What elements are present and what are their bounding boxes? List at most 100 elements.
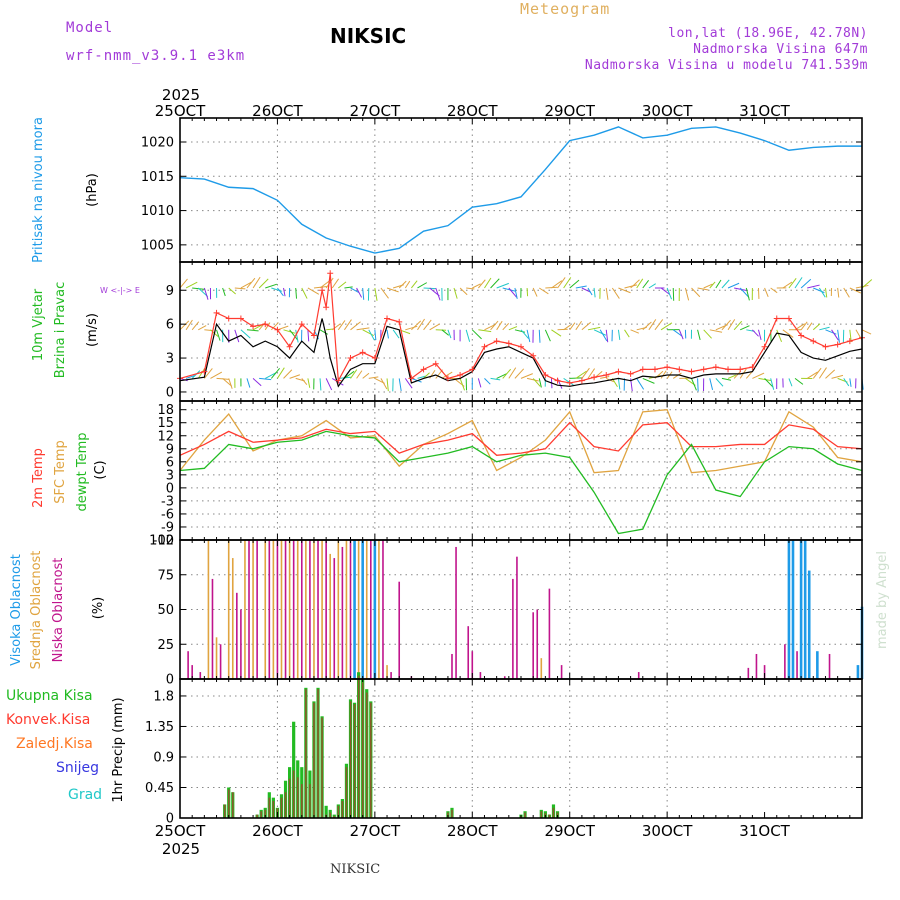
wind-arrow: [569, 279, 580, 289]
wind-axis-label-2: Brzina i Pravac: [53, 282, 68, 379]
cloud-bar-mid: [272, 540, 275, 679]
wind-arrow: [404, 280, 411, 289]
wind-arrow: [764, 287, 769, 298]
y-tick-label: 9: [166, 284, 174, 299]
wind-arrow: [727, 374, 736, 379]
watermark: made by Angel: [875, 551, 890, 649]
wind-arrow: [411, 320, 422, 331]
wind-arrow: [362, 372, 370, 379]
wind-arrow: [660, 370, 667, 379]
wind-gust-point: [761, 343, 768, 350]
wind-arrow: [672, 329, 683, 337]
wind-gust-point: [213, 309, 220, 316]
cloud-bar-high: [787, 540, 791, 679]
wind-arrow: [660, 287, 671, 295]
y-tick-label: -6: [161, 507, 174, 522]
wind-arrow: [636, 378, 645, 390]
y-tick-label: 0: [166, 673, 174, 688]
cloud-bar-low: [341, 546, 344, 679]
y-tick-label: 0.9: [153, 750, 174, 765]
y-tick-label: 6: [166, 318, 174, 333]
wind-arrow: [733, 370, 742, 379]
precip-conv-bar: [300, 784, 303, 818]
wind-arrow: [739, 287, 750, 298]
wind-arrow: [441, 371, 453, 379]
cloud-bar-mid: [540, 658, 543, 679]
cloud-bar-low: [300, 540, 303, 679]
precip-conv-bar: [341, 801, 344, 818]
wind-arrow: [252, 276, 261, 289]
wind-arrow: [752, 372, 765, 379]
wind-gust-point: [347, 355, 354, 362]
temp-unit-label: (C): [93, 460, 108, 479]
wind-arrow: [825, 329, 837, 335]
wind-gust-point: [749, 364, 756, 371]
wind-gust-point: [444, 375, 451, 382]
y-tick-label: 1010: [141, 204, 174, 219]
wind-arrow: [721, 279, 730, 289]
wind-arrow: [788, 378, 793, 387]
year-label-top: 2025: [162, 86, 200, 104]
wind-gust-point: [834, 341, 841, 348]
wind-arrow: [861, 279, 873, 289]
cloud-bar-low: [187, 651, 189, 679]
wind-arrow: [283, 287, 286, 297]
wind-arrow: [837, 329, 840, 343]
wind-gust-point: [530, 352, 537, 359]
wind-arrow: [350, 321, 361, 331]
wind-gust-line: [179, 273, 863, 384]
product-title: Meteogram: [520, 0, 611, 18]
wind-arrow: [520, 329, 529, 339]
wind-gust-point: [469, 366, 476, 373]
y-tick-label: 0: [166, 385, 174, 400]
wind-arrow: [581, 367, 590, 379]
wind-arrow: [593, 329, 607, 336]
wind-arrow: [301, 287, 308, 299]
wind-arrow: [259, 377, 272, 381]
x-tick-label-top: 27OCT: [350, 102, 401, 120]
precip-conv-bar: [353, 704, 356, 818]
wind-arrow: [417, 318, 425, 331]
wind-arrow: [319, 329, 328, 335]
wind-arrow: [374, 329, 377, 341]
precip-unit-label: 1hr Precip (mm): [111, 697, 126, 802]
cloud-bar-low: [325, 540, 327, 679]
wind-arrow: [551, 329, 562, 337]
wind-arrow: [404, 378, 413, 389]
wind-arrow: [478, 329, 492, 333]
wind-arrow: [587, 368, 596, 379]
wind-arrow: [289, 374, 301, 379]
wind-arrow: [246, 378, 251, 388]
wind-axis-label-1: 10m Vjetar: [31, 288, 46, 361]
wind-arrow: [727, 282, 740, 289]
cloud-bar-high: [807, 570, 811, 679]
wind-arrow: [733, 320, 743, 331]
wind-gust-point: [676, 366, 683, 373]
wind-arrow: [575, 320, 582, 331]
wind-arrow: [563, 377, 574, 386]
wind-arrow: [684, 287, 690, 301]
precip-total-bar: [292, 721, 296, 818]
wind-arrow: [502, 368, 512, 379]
cloud-bar-low: [369, 540, 372, 679]
sfc-axis-label: SFC Temp: [53, 440, 68, 504]
x-tick-label-bottom: 28OCT: [447, 822, 498, 840]
wind-arrow: [691, 378, 697, 391]
wind-arrow: [557, 378, 563, 389]
wind-arrow: [392, 329, 400, 339]
wind-arrow: [179, 278, 188, 289]
wind-arrow: [697, 329, 701, 341]
wind-arrow: [343, 319, 352, 331]
cloud-bar-mid: [365, 540, 368, 679]
wind-arrow: [782, 281, 793, 289]
cloud-bar-low: [240, 609, 242, 679]
y-tick-label: -3: [161, 494, 174, 509]
x-tick-label-top: 25OCT: [155, 102, 206, 120]
y-tick-label: 1.35: [145, 720, 174, 735]
cloud-bar-low: [755, 653, 758, 679]
cloud-bar-high: [856, 665, 860, 679]
cloud-bar-high: [816, 651, 819, 679]
wind-gust-point: [664, 364, 671, 371]
wind-gust-point: [310, 332, 317, 339]
cloud-bar-high: [353, 540, 356, 679]
